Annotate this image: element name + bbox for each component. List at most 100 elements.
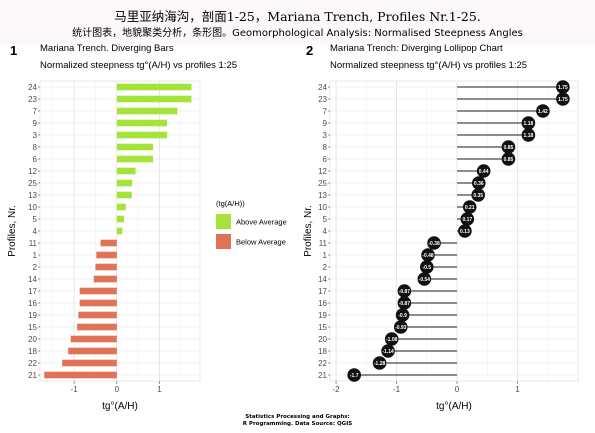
- lollipop-dot: [501, 140, 516, 154]
- lollipop-dot: [427, 236, 441, 250]
- y-tick-label: 18: [28, 347, 37, 356]
- bar: [116, 215, 125, 223]
- lollipop-dot: [393, 320, 408, 334]
- dot-label: 0.17: [462, 217, 472, 223]
- chart-title: Mariana Trench. Diverging Bars: [40, 43, 174, 54]
- legend-entry: Below Average: [236, 238, 286, 247]
- lollipop-dot: [381, 344, 395, 358]
- dot-label: -0.54: [419, 277, 431, 283]
- bar: [68, 347, 117, 355]
- bar: [116, 95, 192, 103]
- y-tick-label: 23: [28, 95, 37, 104]
- y-tick-label: 12: [318, 167, 327, 176]
- y-tick-label: 12: [28, 167, 37, 176]
- y-tick-label: 19: [28, 311, 37, 320]
- y-tick-label: 16: [28, 299, 37, 308]
- bar: [116, 227, 123, 235]
- y-tick-label: 2: [323, 263, 328, 272]
- legend-swatch: [216, 214, 231, 229]
- y-tick-label: 13: [28, 191, 37, 200]
- y-tick-label: 14: [318, 275, 327, 284]
- lollipop-dot: [556, 80, 570, 94]
- y-tick-label: 11: [319, 239, 328, 248]
- lollipop-dot: [421, 248, 435, 262]
- y-tick-label: 15: [318, 323, 327, 332]
- lollipop-dot: [372, 356, 387, 370]
- y-tick-label: 5: [323, 215, 328, 224]
- y-tick-label: 19: [318, 311, 327, 320]
- bar: [116, 119, 168, 127]
- dot-label: -0.93: [395, 325, 407, 331]
- dot-label: 0.21: [465, 205, 475, 211]
- y-tick-label: 22: [318, 359, 327, 368]
- lollipop-dot: [501, 152, 516, 166]
- y-tick-label: 4: [323, 227, 328, 236]
- chart-subtitle: Normalized steepness tg°(A/H) vs profile…: [40, 60, 237, 71]
- lollipop-dot: [460, 212, 475, 226]
- bar: [62, 359, 117, 367]
- y-tick-label: 24: [318, 83, 327, 92]
- lollipop-dot: [397, 284, 412, 298]
- chart-title: Mariana Trench: Diverging Lollipop Chart: [330, 43, 503, 54]
- lollipop-dot: [536, 104, 550, 118]
- y-tick-label: 11: [29, 239, 38, 248]
- y-tick-label: 18: [318, 347, 327, 356]
- x-tick-label: 0: [455, 385, 460, 394]
- y-tick-label: 2: [33, 263, 38, 272]
- y-tick-label: 10: [28, 203, 37, 212]
- dot-label: 1.18: [524, 121, 534, 127]
- bar: [116, 203, 126, 211]
- bar: [116, 131, 168, 139]
- y-tick-label: 25: [318, 179, 327, 188]
- y-tick-label: 17: [318, 287, 327, 296]
- chart-panel-1: 1 Mariana Trench. Diverging Bars Normalize…: [7, 43, 287, 412]
- bar: [100, 239, 117, 247]
- y-tick-label: 6: [33, 155, 38, 164]
- dot-label: -0.48: [422, 253, 434, 259]
- bar: [116, 143, 154, 151]
- y-tick-label: 8: [33, 143, 38, 152]
- y-tick-label: 15: [28, 323, 37, 332]
- dot-label: -1.28: [374, 361, 386, 367]
- x-tick-label: 1: [515, 385, 520, 394]
- lollipop-dot: [397, 296, 412, 310]
- footer-line-2: R Programming. Data Source: QGIS: [242, 421, 353, 427]
- bar: [96, 251, 117, 259]
- dot-label: 0.85: [504, 157, 514, 163]
- y-tick-label: 21: [318, 371, 327, 380]
- bar: [79, 287, 117, 295]
- y-tick-label: 21: [28, 371, 37, 380]
- dot-label: 1.42: [538, 109, 548, 115]
- bar: [77, 323, 117, 331]
- bar: [44, 371, 117, 379]
- y-tick-label: 6: [323, 155, 328, 164]
- x-axis-title: tg°(A/H): [102, 401, 138, 412]
- y-tick-label: 25: [28, 179, 37, 188]
- bar: [116, 179, 133, 187]
- lollipop-dot: [347, 368, 361, 382]
- chart-legend: (tg(A/H)) Above Average Below Average: [216, 199, 287, 249]
- lollipop-dot: [417, 272, 432, 286]
- dot-label: -0.9: [398, 313, 407, 319]
- chart-panel-2: 2 Mariana Trench: Diverging Lollipop Char…: [303, 43, 579, 412]
- dot-label: 1.75: [558, 85, 568, 91]
- dot-label: -1.7: [350, 373, 359, 379]
- y-tick-label: 24: [28, 83, 37, 92]
- panel-number: 2: [306, 43, 313, 58]
- dot-label: 0.44: [479, 169, 489, 175]
- bar: [116, 155, 154, 163]
- y-tick-label: 8: [323, 143, 328, 152]
- y-tick-label: 7: [323, 107, 328, 116]
- y-tick-label: 20: [28, 335, 37, 344]
- dot-label: -0.38: [428, 241, 440, 247]
- dot-label: -0.87: [399, 301, 411, 307]
- y-tick-label: 9: [323, 119, 328, 128]
- bar: [116, 191, 132, 199]
- lollipop-dot: [521, 128, 536, 142]
- y-tick-label: 16: [318, 299, 327, 308]
- dot-label: -0.5: [422, 265, 431, 271]
- lollipop-dot: [384, 332, 399, 346]
- y-axis-title: Profiles, Nr.: [7, 205, 18, 257]
- bar: [70, 335, 117, 343]
